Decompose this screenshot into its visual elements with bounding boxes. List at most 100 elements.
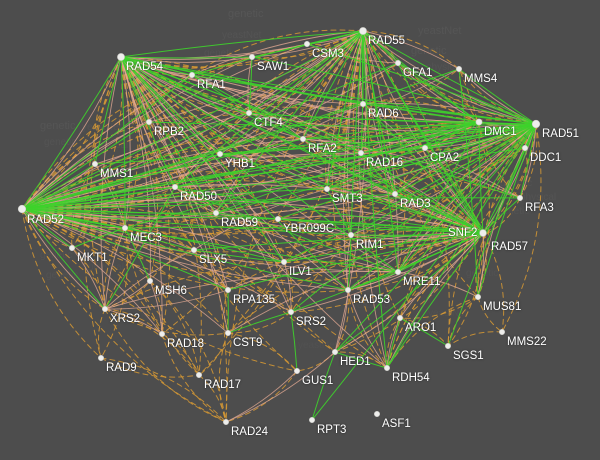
graph-node[interactable] bbox=[347, 232, 354, 239]
graph-node[interactable] bbox=[359, 27, 367, 35]
edge-genetic bbox=[104, 308, 229, 336]
edge-genetic bbox=[71, 247, 106, 310]
graph-node[interactable] bbox=[146, 119, 153, 126]
node-label: ASF1 bbox=[382, 418, 411, 430]
edge-genetic bbox=[174, 186, 399, 273]
graph-node[interactable] bbox=[359, 101, 366, 108]
graph-node[interactable] bbox=[274, 216, 281, 223]
graph-node[interactable] bbox=[189, 72, 196, 79]
graph-node[interactable] bbox=[293, 367, 300, 374]
graph-node[interactable] bbox=[122, 225, 129, 232]
edge-genetic bbox=[198, 374, 227, 423]
graph-node[interactable] bbox=[280, 258, 287, 265]
graph-node[interactable] bbox=[475, 118, 483, 126]
graph-node[interactable] bbox=[303, 40, 310, 47]
graph-node[interactable] bbox=[223, 418, 230, 425]
edge-physical bbox=[21, 208, 349, 291]
node-label: RAD3 bbox=[400, 198, 431, 210]
graph-node[interactable] bbox=[383, 364, 390, 371]
edge-yeastNet bbox=[120, 56, 253, 59]
graph-node[interactable] bbox=[69, 245, 76, 252]
edge-genetic bbox=[120, 56, 229, 334]
edge-genetic bbox=[225, 370, 298, 423]
graph-node[interactable] bbox=[516, 195, 523, 202]
graph-node[interactable] bbox=[357, 150, 364, 157]
edge-yeastNet bbox=[120, 56, 126, 229]
graph-node[interactable] bbox=[17, 204, 27, 214]
graph-node[interactable] bbox=[287, 308, 294, 315]
graph-node[interactable] bbox=[396, 314, 403, 321]
edge-physical bbox=[397, 271, 479, 298]
edge-physical bbox=[386, 232, 484, 369]
edge-yeastNet bbox=[334, 123, 537, 353]
graph-node[interactable] bbox=[479, 229, 487, 237]
edge-genetic bbox=[477, 296, 503, 333]
node-label: SRS2 bbox=[296, 316, 327, 328]
graph-node[interactable] bbox=[217, 151, 224, 158]
node-label: RAD17 bbox=[204, 379, 242, 391]
node-label: CSM3 bbox=[312, 48, 344, 60]
edge-yeastNet bbox=[362, 30, 480, 123]
graph-node[interactable] bbox=[98, 354, 105, 361]
graph-node[interactable] bbox=[521, 145, 528, 152]
edge-genetic bbox=[215, 212, 484, 248]
edge-genetic bbox=[386, 296, 479, 369]
graph-node[interactable] bbox=[159, 330, 166, 337]
edge-yeastNet bbox=[397, 123, 537, 273]
node-label: YBR099C bbox=[283, 223, 335, 235]
edge-genetic bbox=[71, 163, 96, 249]
edge-yeastNet bbox=[251, 56, 537, 125]
graph-node[interactable] bbox=[421, 145, 428, 152]
edge-physical bbox=[149, 280, 163, 335]
edge-genetic bbox=[90, 56, 122, 310]
graph-node[interactable] bbox=[394, 268, 401, 275]
edge-genetic bbox=[347, 289, 388, 369]
node-label: CTF4 bbox=[254, 117, 283, 129]
edge-yeastNet bbox=[21, 208, 279, 220]
edge-yeastNet bbox=[360, 152, 396, 195]
graph-node[interactable] bbox=[225, 329, 232, 336]
edge-genetic bbox=[397, 123, 537, 273]
graph-node[interactable] bbox=[172, 184, 179, 191]
graph-node[interactable] bbox=[225, 286, 232, 293]
graph-node[interactable] bbox=[331, 348, 338, 355]
graph-node[interactable] bbox=[196, 371, 203, 378]
node-label: RAD24 bbox=[231, 426, 269, 438]
graph-node[interactable] bbox=[391, 191, 398, 198]
edge-yeastNet bbox=[120, 56, 521, 199]
graph-node[interactable] bbox=[299, 136, 306, 143]
graph-node[interactable] bbox=[246, 110, 253, 117]
edge-physical bbox=[362, 30, 484, 234]
edge-genetic bbox=[21, 208, 352, 253]
node-label: RAD50 bbox=[180, 191, 218, 203]
graph-node[interactable] bbox=[323, 186, 330, 193]
edge-yeastNet bbox=[478, 121, 484, 234]
graph-node[interactable] bbox=[213, 210, 220, 217]
graph-node[interactable] bbox=[102, 305, 109, 312]
graph-node[interactable] bbox=[455, 66, 462, 73]
edge-yeastNet bbox=[347, 271, 399, 291]
graph-node[interactable] bbox=[308, 416, 315, 423]
edge-genetic bbox=[399, 317, 449, 347]
graph-node[interactable] bbox=[444, 342, 451, 349]
node-label: RAD16 bbox=[366, 157, 404, 169]
node-label: YHB1 bbox=[225, 158, 256, 170]
graph-node[interactable] bbox=[147, 277, 154, 284]
graph-node[interactable] bbox=[373, 410, 380, 417]
edge-yeastNet bbox=[21, 208, 349, 291]
edge-genetic bbox=[447, 331, 503, 347]
graph-node[interactable] bbox=[191, 247, 198, 254]
graph-node[interactable] bbox=[394, 59, 401, 66]
graph-node[interactable] bbox=[531, 119, 541, 129]
graph-node[interactable] bbox=[117, 53, 125, 61]
graph-node[interactable] bbox=[344, 286, 351, 293]
edge-yeastNet bbox=[174, 123, 537, 188]
graph-node[interactable] bbox=[92, 161, 99, 168]
node-label: RAD55 bbox=[368, 35, 406, 47]
edge-yeastNet bbox=[120, 56, 285, 263]
graph-node[interactable] bbox=[249, 53, 256, 60]
edge-genetic bbox=[21, 208, 298, 372]
graph-node[interactable] bbox=[474, 293, 481, 300]
graph-node[interactable] bbox=[498, 328, 505, 335]
